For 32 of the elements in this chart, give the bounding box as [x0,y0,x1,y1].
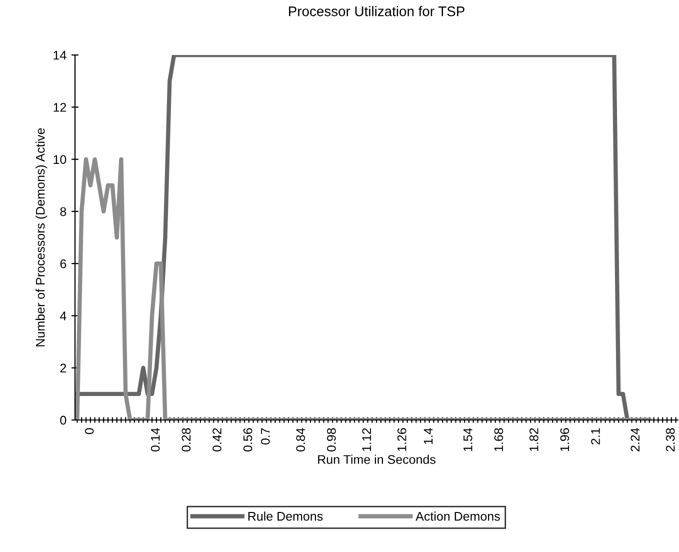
legend-label: Rule Demons [248,512,323,521]
x-tick-label: 0.84 [296,428,306,452]
y-tick-label: 0 [60,416,66,425]
x-tick-label: 1.96 [560,428,570,452]
x-tick-label: 0 [84,428,94,434]
x-tick-label: 1.12 [362,428,371,452]
x-tick-label: 0.42 [212,428,222,452]
x-tick-label: 2.1 [591,428,600,444]
legend-label: Action Demons [416,512,500,521]
y-tick-label: 8 [60,207,66,216]
y-tick-label: 12 [54,102,66,112]
x-tick-label: 0.56 [243,428,252,452]
x-tick-label: 2.38 [666,428,675,452]
x-tick-label: 1.82 [529,428,538,452]
x-tick-label: 0.7 [260,428,270,445]
line-series [75,157,652,420]
x-tick-label: 0.98 [326,428,336,452]
y-tick-label: 4 [60,312,66,320]
x-tick-label: 1.68 [494,428,504,452]
x-tick-label: 0.14 [150,428,160,452]
y-tick-label: 10 [54,155,66,164]
y-tick-label: 14 [54,50,66,60]
y-axis-title: Number of Processors (Demons) Active [36,128,48,346]
x-tick-label: 1.4 [424,428,433,444]
y-tick-label: 6 [60,259,66,268]
x-tick-label: 2.24 [630,428,640,452]
x-tick-label: 0.28 [182,428,191,452]
x-tick-label: 1.26 [397,428,406,452]
y-tick-label: 2 [60,364,66,372]
x-axis-title: Run Time in Seconds [318,454,436,464]
x-tick-label: 1.54 [464,428,472,452]
chart-title: Processor Utilization for TSP [289,6,464,16]
